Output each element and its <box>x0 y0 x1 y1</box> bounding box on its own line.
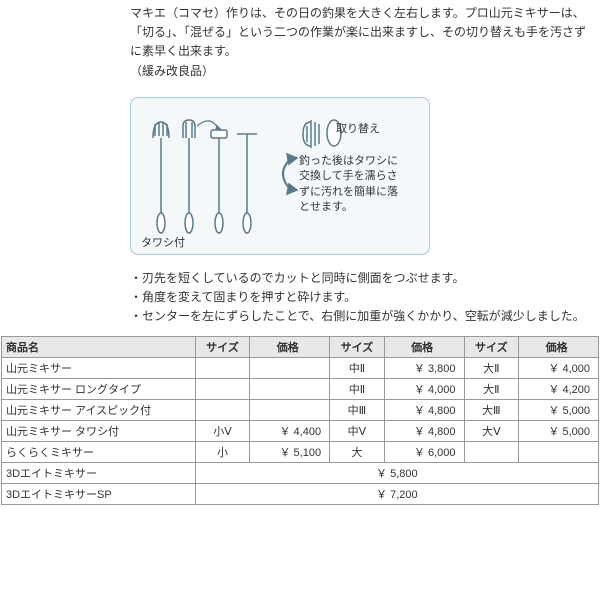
desc-paragraph-2: （緩み改良品） <box>130 62 588 81</box>
cell-size: 大 <box>330 442 385 463</box>
description: マキエ（コマセ）作りは、その日の釣果を大きく左右します。プロ山元ミキサーは、「切… <box>0 0 600 89</box>
cell-price: ￥ 5,000 <box>519 400 599 421</box>
table-row: 山元ミキサー タワシ付小Ⅴ￥ 4,400中Ⅴ￥ 4,800大Ⅴ￥ 5,000 <box>2 421 599 442</box>
label-torikae: 取り替え <box>336 120 380 136</box>
table-header-row: 商品名 サイズ 価格 サイズ 価格 サイズ 価格 <box>2 337 599 358</box>
cell-size: 中Ⅲ <box>330 400 385 421</box>
table-row: 山元ミキサー ロングタイプ 中Ⅱ￥ 4,000大Ⅱ￥ 4,200 <box>2 379 599 400</box>
th-price: 価格 <box>384 337 464 358</box>
desc-paragraph-1: マキエ（コマセ）作りは、その日の釣果を大きく左右します。プロ山元ミキサーは、「切… <box>130 4 588 62</box>
th-price: 価格 <box>519 337 599 358</box>
cell-size: 大Ⅱ <box>464 379 519 400</box>
cell-price: ￥ 4,000 <box>384 379 464 400</box>
cell-name: 山元ミキサー アイスピック付 <box>2 400 196 421</box>
cell-size: 小 <box>195 442 250 463</box>
price-table: 商品名 サイズ 価格 サイズ 価格 サイズ 価格 山元ミキサー中Ⅱ￥ 3,800… <box>1 336 599 505</box>
table-row: 山元ミキサー アイスピック付 中Ⅲ￥ 4,800大Ⅲ￥ 5,000 <box>2 400 599 421</box>
cell-size <box>195 379 250 400</box>
th-size: サイズ <box>464 337 519 358</box>
note-2: ・角度を変えて固まりを押すと砕けます。 <box>130 288 588 307</box>
cell-price: ￥ 5,100 <box>250 442 330 463</box>
label-tawashi: タワシ付 <box>141 234 185 250</box>
th-name: 商品名 <box>2 337 196 358</box>
cell-size <box>195 358 250 379</box>
th-size: サイズ <box>195 337 250 358</box>
cell-size: 大Ⅴ <box>464 421 519 442</box>
cell-size: 中Ⅱ <box>330 358 385 379</box>
feature-notes: ・刃先を短くしているのでカットと同時に側面をつぶせます。 ・角度を変えて固まりを… <box>0 263 600 333</box>
cell-price: ￥ 4,400 <box>250 421 330 442</box>
cell-price: ￥ 4,800 <box>384 400 464 421</box>
table-row: 3Dエイトミキサー￥ 5,800 <box>2 463 599 484</box>
cell-size: 大Ⅱ <box>464 358 519 379</box>
cell-price-span: ￥ 7,200 <box>195 484 598 505</box>
table-row: 3DエイトミキサーSP￥ 7,200 <box>2 484 599 505</box>
cell-size: 小Ⅴ <box>195 421 250 442</box>
cell-size: 中Ⅱ <box>330 379 385 400</box>
cell-price <box>519 442 599 463</box>
cell-name: らくらくミキサー <box>2 442 196 463</box>
cell-size <box>464 442 519 463</box>
cell-size: 大Ⅲ <box>464 400 519 421</box>
cell-name: 3Dエイトミキサー <box>2 463 196 484</box>
table-row: 山元ミキサー 中Ⅱ￥ 3,800大Ⅱ￥ 4,000 <box>2 358 599 379</box>
cell-price: ￥ 3,800 <box>384 358 464 379</box>
table-row: らくらくミキサー小￥ 5,100大￥ 6,000 <box>2 442 599 463</box>
cell-price: ￥ 4,800 <box>384 421 464 442</box>
note-1: ・刃先を短くしているのでカットと同時に側面をつぶせます。 <box>130 269 588 288</box>
cell-price: ￥ 6,000 <box>384 442 464 463</box>
cell-price: ￥ 4,000 <box>519 358 599 379</box>
th-size: サイズ <box>330 337 385 358</box>
cell-price <box>250 379 330 400</box>
cell-size: 中Ⅴ <box>330 421 385 442</box>
cell-name: 3DエイトミキサーSP <box>2 484 196 505</box>
cell-size <box>195 400 250 421</box>
cell-price <box>250 400 330 421</box>
th-price: 価格 <box>250 337 330 358</box>
cell-name: 山元ミキサー ロングタイプ <box>2 379 196 400</box>
cell-price-span: ￥ 5,800 <box>195 463 598 484</box>
cell-price <box>250 358 330 379</box>
cell-name: 山元ミキサー タワシ付 <box>2 421 196 442</box>
diagram-caption: 釣った後はタワシに交換して手を濡らさずに汚れを簡単に落とせます。 <box>299 154 403 216</box>
note-3: ・センターを左にずらしたことで、右側に加重が強くかかり、空転が減少しました。 <box>130 307 588 326</box>
table-body: 山元ミキサー中Ⅱ￥ 3,800大Ⅱ￥ 4,000山元ミキサー ロングタイプ中Ⅱ￥… <box>2 358 599 505</box>
cell-price: ￥ 4,200 <box>519 379 599 400</box>
diagram-box: 取り替え 釣った後はタワシに交換して手を濡らさずに汚れを簡単に落とせます。 タワ… <box>130 97 430 255</box>
cell-price: ￥ 5,000 <box>519 421 599 442</box>
cell-name: 山元ミキサー <box>2 358 196 379</box>
